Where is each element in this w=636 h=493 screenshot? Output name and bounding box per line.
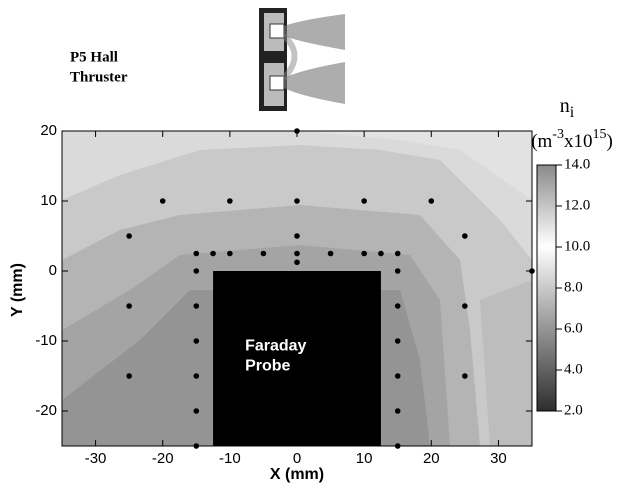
x-tick-label: 10 xyxy=(356,450,373,467)
colorbar-label: ni xyxy=(560,95,575,121)
measurement-point xyxy=(394,443,401,449)
measurement-point xyxy=(126,303,132,309)
annotation: Thruster xyxy=(70,69,128,85)
measurement-point xyxy=(227,198,233,204)
probe-label: Probe xyxy=(245,358,290,375)
measurement-point xyxy=(193,250,200,257)
measurement-point xyxy=(193,268,200,274)
colorbar-label-subscript: i xyxy=(570,104,575,121)
colorbar-label: (m-3x1015) xyxy=(531,127,613,152)
x-tick-label: 20 xyxy=(423,450,440,467)
thruster-icon xyxy=(259,8,345,111)
measurement-point xyxy=(159,198,166,204)
measurement-point xyxy=(294,250,300,257)
annotation: P5 Hall xyxy=(70,49,118,65)
measurement-point xyxy=(394,250,401,257)
measurement-point xyxy=(294,259,300,266)
measurement-point xyxy=(260,250,267,257)
colorbar-tick-label: 14.0 xyxy=(564,156,590,172)
measurement-point xyxy=(462,303,468,309)
y-tick-label: 10 xyxy=(40,192,57,209)
x-tick-label: -30 xyxy=(85,450,107,467)
measurement-point xyxy=(361,250,367,257)
measurement-point xyxy=(193,408,200,414)
colorbar-label-part: -3 xyxy=(552,127,564,142)
x-tick-label: 30 xyxy=(490,450,507,467)
y-tick-label: -20 xyxy=(35,402,57,419)
measurement-point xyxy=(361,198,367,204)
colorbar-label-part: x10 xyxy=(564,131,593,152)
measurement-point xyxy=(294,233,300,239)
colorbar-label-part: ) xyxy=(606,131,612,152)
measurement-point xyxy=(529,268,535,274)
x-axis-label: X (mm) xyxy=(270,466,324,483)
measurement-point xyxy=(428,198,435,204)
colorbar xyxy=(536,164,557,412)
measurement-point xyxy=(193,443,200,449)
measurement-point xyxy=(378,250,384,257)
y-tick-label: 20 xyxy=(40,122,57,139)
measurement-point xyxy=(462,233,468,239)
y-tick-label: 0 xyxy=(49,262,57,279)
measurement-point xyxy=(193,303,200,309)
measurement-point xyxy=(193,338,200,344)
measurement-point xyxy=(394,303,401,309)
colorbar-label-part: (m xyxy=(531,131,552,152)
colorbar-tick-label: 6.0 xyxy=(564,320,583,336)
measurement-point xyxy=(193,373,200,379)
measurement-point xyxy=(210,250,216,257)
measurement-point xyxy=(294,198,300,204)
measurement-point xyxy=(327,250,334,257)
colorbar-tick-label: 4.0 xyxy=(564,361,583,377)
measurement-point xyxy=(394,268,401,274)
measurement-point xyxy=(394,408,401,414)
probe-label: Faraday xyxy=(245,338,306,355)
measurement-point xyxy=(126,233,132,239)
colorbar-tick-label: 8.0 xyxy=(564,279,583,295)
colorbar-tick-label: 10.0 xyxy=(564,238,590,254)
measurement-point xyxy=(227,250,233,257)
colorbar-label-part: 15 xyxy=(592,127,606,142)
colorbar-label-symbol: n xyxy=(560,95,570,117)
measurement-point xyxy=(126,373,132,379)
faraday-probe xyxy=(213,271,381,446)
measurement-point xyxy=(394,373,401,379)
y-axis-label: Y (mm) xyxy=(9,263,26,317)
x-tick-label: 0 xyxy=(293,450,301,467)
x-tick-label: -10 xyxy=(219,450,241,467)
measurement-point xyxy=(394,338,401,344)
y-tick-label: -10 xyxy=(35,332,57,349)
colorbar-tick-label: 12.0 xyxy=(564,197,590,213)
x-tick-label: -20 xyxy=(152,450,174,467)
colorbar-tick-label: 2.0 xyxy=(564,402,583,418)
measurement-point xyxy=(294,128,300,134)
measurement-point xyxy=(462,373,468,379)
